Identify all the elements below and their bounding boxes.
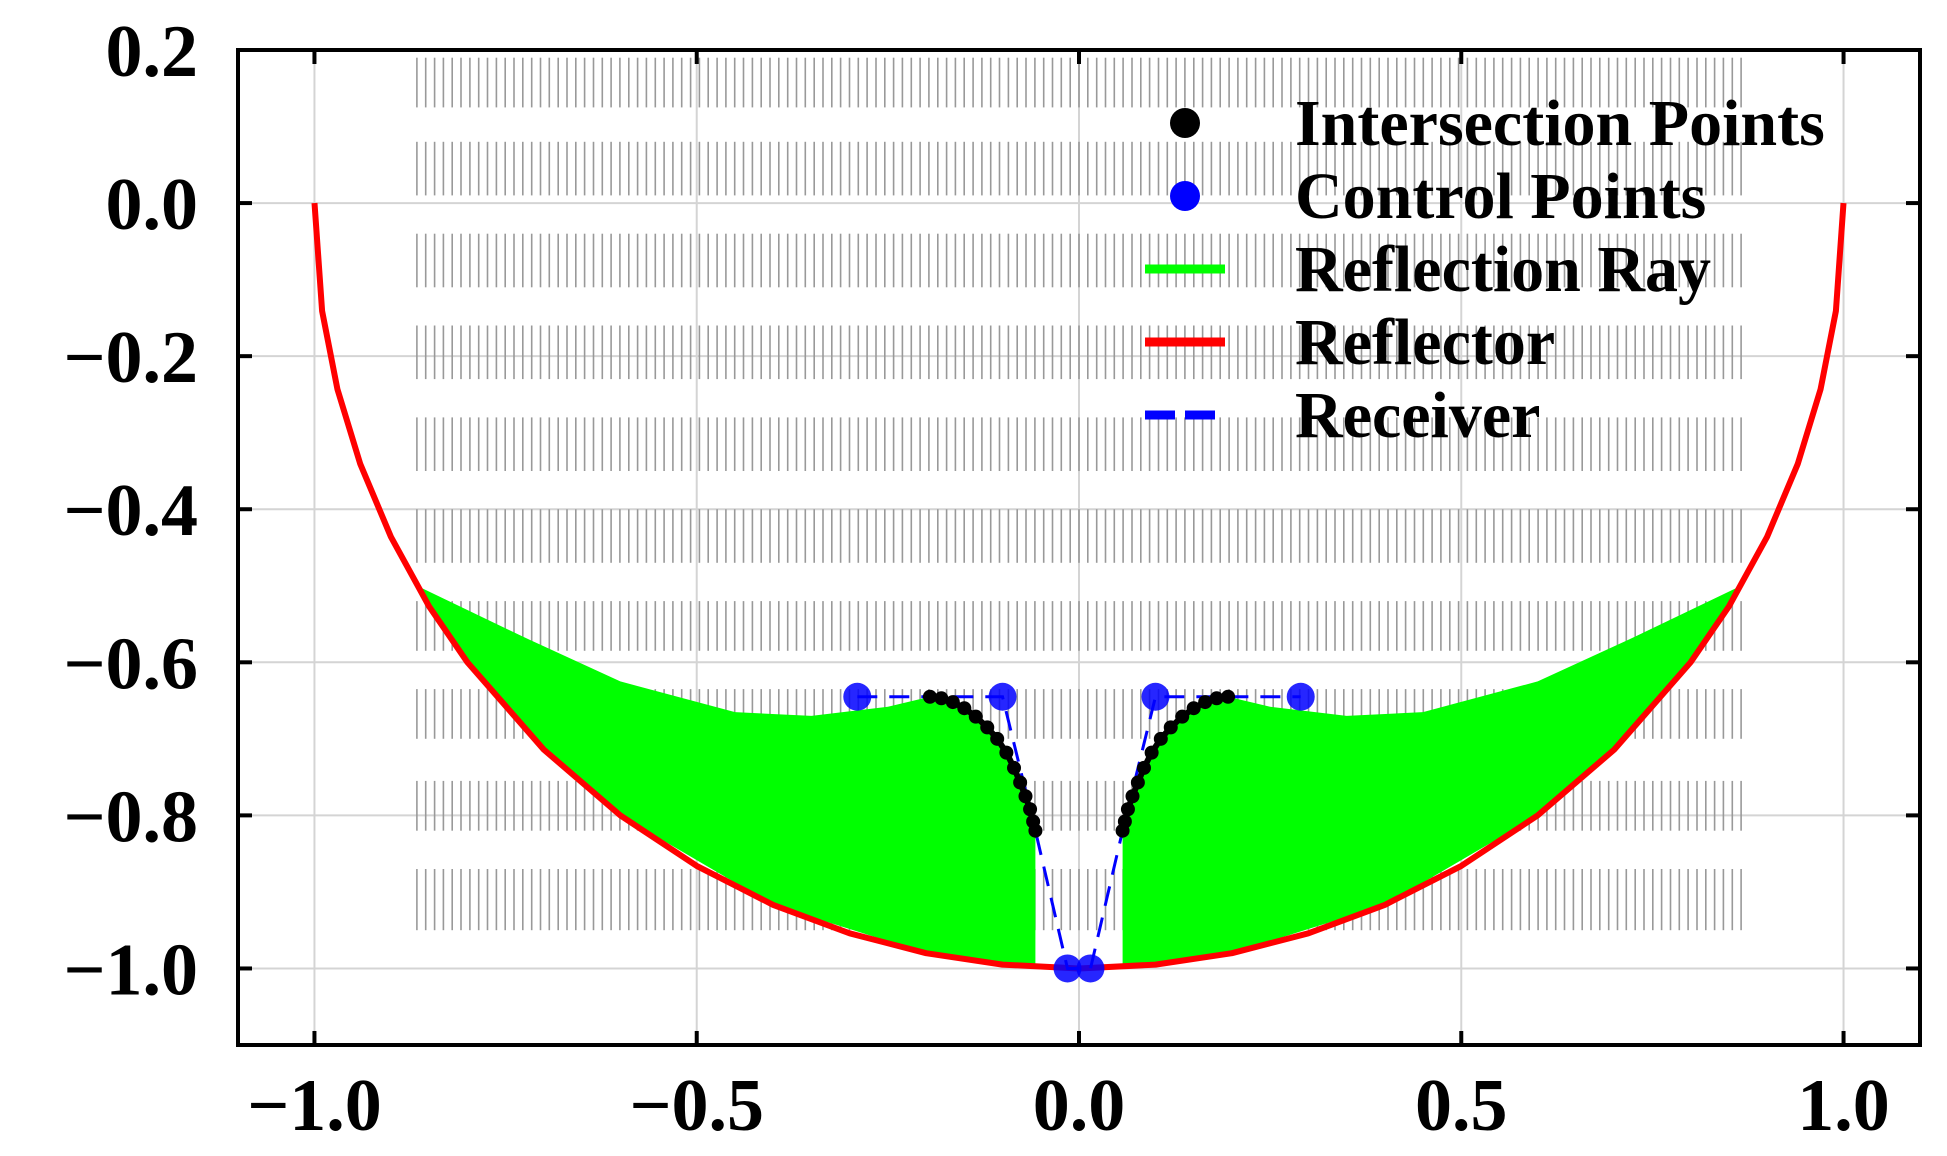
x-tick-label: 1.0 <box>1797 1065 1890 1147</box>
plot-area <box>311 57 1847 983</box>
legend-label-control: Control Points <box>1295 160 1706 233</box>
legend-item-ray: Reflection Ray <box>1145 233 1711 306</box>
intersection-point <box>1221 689 1236 704</box>
intersection-point <box>1175 709 1190 724</box>
intersection-point <box>945 695 960 710</box>
control-point <box>1141 682 1170 711</box>
intersection-point <box>980 720 995 735</box>
intersection-point <box>1117 814 1132 829</box>
y-tick-label: 0.2 <box>106 11 199 93</box>
x-tick-label: −0.5 <box>629 1065 764 1147</box>
intersection-point <box>1186 701 1201 716</box>
control-point <box>1053 954 1082 983</box>
reflection-ray-right <box>1122 585 1742 967</box>
legend-label-reflector: Reflector <box>1295 306 1555 379</box>
intersection-point <box>1120 802 1135 817</box>
y-tick-label: −0.8 <box>63 776 198 858</box>
legend-item-reflector: Reflector <box>1145 306 1555 379</box>
intersection-point <box>922 689 937 704</box>
legend-item-receiver: Receiver <box>1145 379 1540 452</box>
control-point <box>988 682 1017 711</box>
y-tick-label: −0.4 <box>63 470 198 552</box>
x-tick-label: −1.0 <box>247 1065 382 1147</box>
axes: −1.0 −0.5 0.0 0.5 1.0 0.2 0.0 −0.2 −0.4 −0.6 −0.8 −… <box>63 11 1920 1147</box>
intersection-point <box>968 709 983 724</box>
intersection-point <box>1125 789 1140 804</box>
intersection-point <box>1163 720 1178 735</box>
control-point <box>1076 954 1105 983</box>
intersection-point <box>1144 745 1159 760</box>
intersection-point <box>1153 731 1168 746</box>
legend-swatch-control <box>1170 181 1200 211</box>
y-tick-label: −0.6 <box>63 623 198 705</box>
intersection-point <box>990 731 1005 746</box>
intersection-point <box>1028 823 1043 838</box>
intersection-point <box>1198 695 1213 710</box>
y-tick-label: −0.2 <box>63 317 198 399</box>
x-tick-label: 0.0 <box>1033 1065 1126 1147</box>
intersection-point <box>999 745 1014 760</box>
intersection-point <box>1209 691 1224 706</box>
control-point <box>843 682 872 711</box>
legend-item-control: Control Points <box>1170 160 1706 233</box>
y-tick-label: −1.0 <box>63 929 198 1011</box>
intersection-point <box>1130 775 1145 790</box>
legend-label-intersection: Intersection Points <box>1295 87 1825 160</box>
intersection-point <box>1007 760 1022 775</box>
legend-label-ray: Reflection Ray <box>1295 233 1711 306</box>
intersection-point <box>1018 789 1033 804</box>
intersection-point <box>1013 775 1028 790</box>
y-tick-label: 0.0 <box>106 164 199 246</box>
legend-label-receiver: Receiver <box>1295 379 1540 452</box>
legend-swatch-intersection <box>1170 108 1200 138</box>
legend-item-intersection: Intersection Points <box>1170 87 1825 160</box>
control-point <box>1286 682 1315 711</box>
intersection-point <box>1023 802 1038 817</box>
x-tick-label: 0.5 <box>1415 1065 1508 1147</box>
intersection-point <box>934 691 949 706</box>
intersection-point <box>957 701 972 716</box>
reflection-ray-left <box>416 585 1036 967</box>
receiver-curve <box>857 695 1301 970</box>
intersection-point <box>1136 760 1151 775</box>
